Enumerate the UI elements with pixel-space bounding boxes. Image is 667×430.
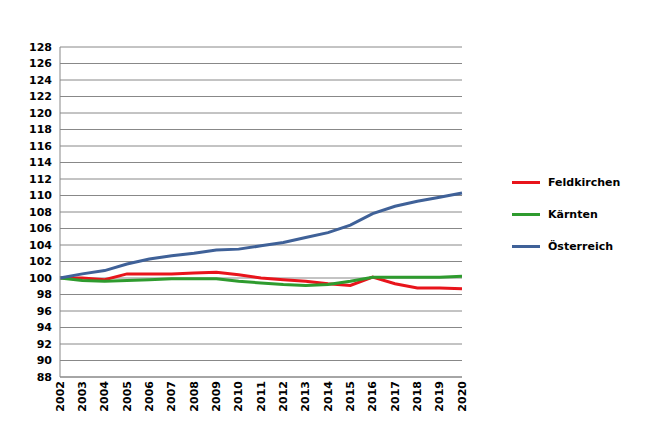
svg-text:2002: 2002 [54,381,67,412]
svg-text:2016: 2016 [366,381,379,412]
svg-text:2015: 2015 [344,381,357,412]
svg-text:2012: 2012 [277,381,290,412]
svg-text:112: 112 [29,173,52,186]
svg-text:110: 110 [29,189,52,202]
svg-text:96: 96 [37,305,53,318]
svg-text:88: 88 [37,371,52,384]
svg-text:2014: 2014 [322,381,335,412]
svg-text:108: 108 [29,206,52,219]
svg-text:98: 98 [37,288,52,301]
svg-text:2017: 2017 [389,381,402,412]
svg-text:2006: 2006 [143,381,156,412]
html-text:Feldkirchen: Feldkirchen [548,175,621,189]
svg-text:116: 116 [29,140,52,153]
svg-text:92: 92 [37,338,52,351]
svg-text:122: 122 [29,90,52,103]
svg-text:94: 94 [37,321,53,334]
svg-text:106: 106 [29,222,52,235]
svg-text:128: 128 [29,41,52,54]
svg-text:2005: 2005 [121,381,134,412]
svg-text:102: 102 [29,255,52,268]
svg-text:100: 100 [29,272,52,285]
svg-text:2007: 2007 [165,381,178,412]
svg-text:2008: 2008 [188,381,201,412]
svg-text:2020: 2020 [456,381,469,412]
svg-text:2009: 2009 [210,381,223,412]
svg-text:2018: 2018 [411,381,424,412]
svg-text:124: 124 [29,74,52,87]
svg-text:118: 118 [29,123,52,136]
html-text:Österreich: Österreich [548,239,614,253]
svg-text:2004: 2004 [98,381,111,412]
svg-text:2010: 2010 [232,381,245,412]
html-text:Kärnten: Kärnten [548,207,598,221]
svg-text:126: 126 [29,57,52,70]
svg-text:2019: 2019 [433,381,446,412]
svg-text:104: 104 [29,239,52,252]
svg-text:90: 90 [37,354,53,367]
svg-text:114: 114 [29,156,52,169]
svg-text:120: 120 [29,107,52,120]
svg-text:2003: 2003 [76,381,89,412]
svg-text:2011: 2011 [255,381,268,412]
svg-text:2013: 2013 [299,381,312,412]
